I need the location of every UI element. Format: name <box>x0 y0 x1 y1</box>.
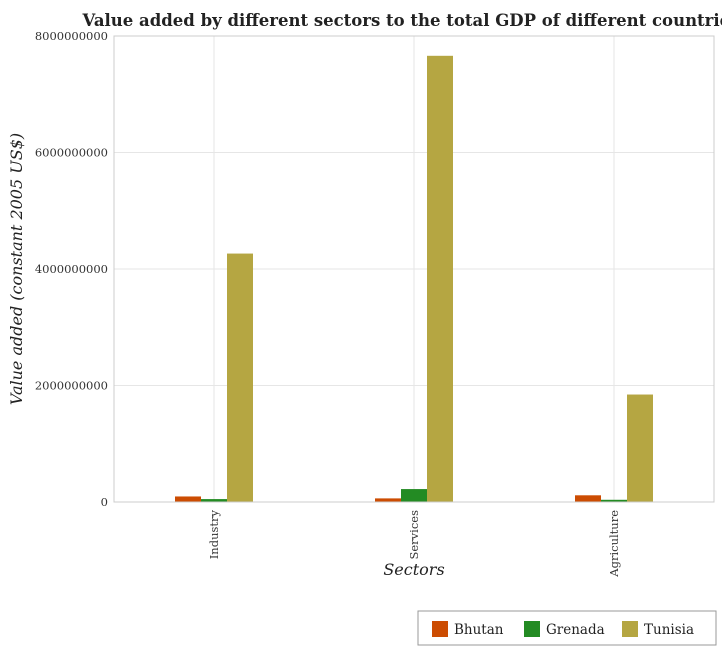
legend-box <box>417 610 717 646</box>
legend: Bhutan Grenada Tunisia <box>417 610 717 646</box>
plot-frame <box>113 35 715 503</box>
bar-grenada-services <box>401 489 427 502</box>
x-tick-label: Agriculture <box>607 510 621 578</box>
bar-grenada-agriculture <box>601 499 627 502</box>
y-tick-label: 8000000000 <box>35 29 108 43</box>
y-tick-label: 6000000000 <box>35 146 108 160</box>
legend-swatch-bhutan <box>432 621 448 637</box>
legend-swatch-tunisia <box>622 621 638 637</box>
x-tick-label: Industry <box>207 509 221 559</box>
bar-tunisia-agriculture <box>627 394 653 502</box>
y-tick-label: 2000000000 <box>35 379 108 393</box>
bar-bhutan-services <box>375 498 401 502</box>
x-axis: Industry Services Agriculture <box>207 509 621 577</box>
x-axis-label: Sectors <box>383 560 444 579</box>
legend-swatch-grenada <box>524 621 540 637</box>
y-axis: 0 2000000000 4000000000 6000000000 800000000… <box>35 29 108 509</box>
grid <box>114 35 714 503</box>
bar-bhutan-agriculture <box>575 495 601 502</box>
y-axis-label: Value added (constant 2005 US$) <box>7 133 26 405</box>
legend-label-grenada: Grenada <box>546 622 605 638</box>
y-tick-label: 4000000000 <box>35 262 108 276</box>
bar-bhutan-industry <box>175 496 201 502</box>
bar-tunisia-services <box>427 55 453 503</box>
bar-grenada-industry <box>201 499 227 502</box>
y-tick-label: 0 <box>101 495 108 509</box>
legend-label-bhutan: Bhutan <box>454 622 504 638</box>
x-tick-label: Services <box>407 510 421 560</box>
bar-tunisia-industry <box>227 253 253 502</box>
bars <box>175 55 653 503</box>
legend-label-tunisia: Tunisia <box>644 622 694 638</box>
chart-title: Value added by different sectors to the … <box>82 11 722 30</box>
